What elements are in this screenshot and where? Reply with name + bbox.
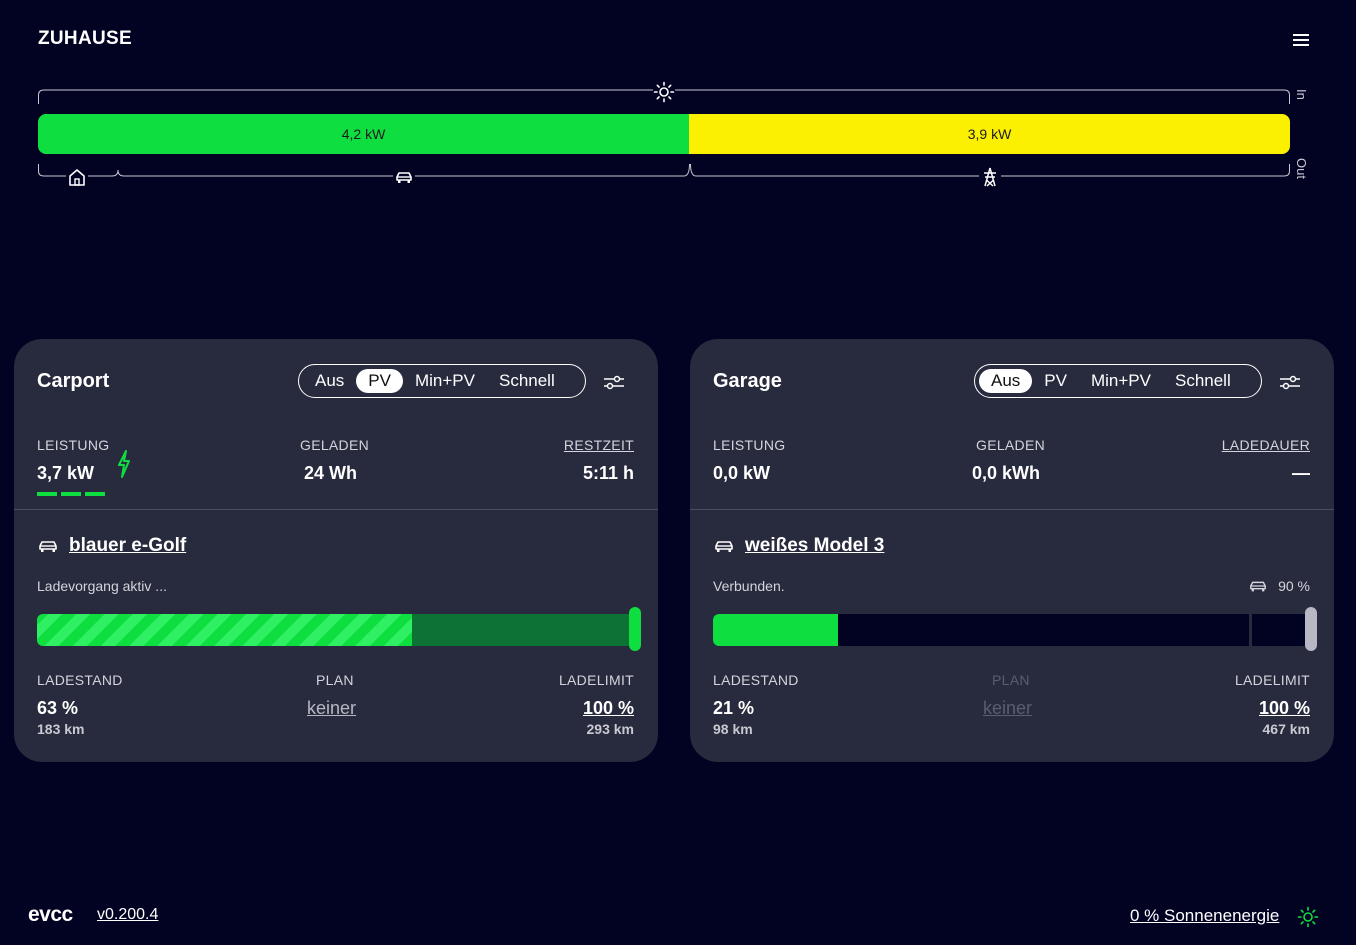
limit-label: LADELIMIT	[558, 672, 634, 688]
mode-aus-button[interactable]: Aus	[979, 369, 1033, 393]
plan-link: keiner	[983, 698, 1033, 718]
sun-icon	[653, 81, 675, 103]
in-label: In	[1294, 89, 1309, 100]
limit-range: 467 km	[1262, 721, 1310, 737]
mode-minpv-button[interactable]: Min+PV	[1090, 371, 1151, 390]
version-link[interactable]: v0.200.4	[97, 906, 159, 923]
pv-segment: 4,2 kW	[38, 114, 690, 154]
mode-minpv-button[interactable]: Min+PV	[414, 371, 475, 390]
car-icon	[1250, 581, 1266, 592]
soc-label: LADESTAND	[713, 672, 799, 688]
soc-value: 21 %	[713, 698, 755, 718]
out-label: Out	[1294, 158, 1309, 179]
limit-value[interactable]: 100 %	[1258, 698, 1310, 718]
charged-label: GELADEN	[300, 437, 370, 453]
charge-limit-handle[interactable]	[629, 607, 641, 651]
hamburger-icon	[1293, 34, 1309, 46]
charge-duration-value: —	[1292, 463, 1310, 483]
sun-icon	[1297, 906, 1319, 928]
vehicle-title: blauer e-Golf	[37, 535, 186, 557]
soc-value: 63 %	[37, 698, 79, 718]
power-pylon-icon	[979, 166, 1001, 188]
hamburger-menu-button[interactable]	[1290, 31, 1312, 49]
plan-link[interactable]: keiner	[307, 698, 357, 718]
house-icon	[66, 166, 88, 188]
charging-status: Ladevorgang aktiv ...	[37, 578, 167, 594]
mode-schnell-button[interactable]: Schnell	[1174, 371, 1231, 390]
sliders-icon	[604, 375, 624, 390]
vehicle-title: weißes Model 3	[713, 535, 884, 557]
car-icon	[39, 541, 57, 552]
mode-pv-button[interactable]: PV	[356, 369, 403, 393]
charged-value: 0,0 kWh	[972, 463, 1041, 483]
pv-power-label: 4,2 kW	[341, 126, 386, 142]
vehicle-name-link[interactable]: weißes Model 3	[745, 535, 885, 556]
vehicle-limit-marker	[1249, 614, 1253, 646]
soc-bar[interactable]	[713, 614, 1309, 646]
limit-value[interactable]: 100 %	[582, 698, 634, 718]
limit-range: 293 km	[586, 721, 634, 737]
vehicle-limit-value: 90 %	[1278, 578, 1310, 594]
mode-selector: Aus PV Min+PV Schnell	[974, 364, 1262, 398]
evcc-logo: evcc	[28, 903, 73, 927]
soc-range: 183 km	[37, 721, 85, 737]
mode-schnell-button[interactable]: Schnell	[498, 371, 555, 390]
plan-label: PLAN	[992, 672, 1030, 688]
soc-label: LADESTAND	[37, 672, 123, 688]
power-value: 0,0 kW	[713, 463, 771, 483]
loadpoint-card-garage: Garage Aus PV Min+PV Schnell LEISTUNG 0,…	[690, 339, 1334, 762]
charge-limit-handle[interactable]	[1305, 607, 1317, 651]
charged-label: GELADEN	[976, 437, 1046, 453]
page-title: ZUHAUSE	[38, 28, 132, 49]
soc-fill	[37, 614, 413, 646]
soc-fill	[713, 614, 839, 646]
power-value: 3,7 kW	[37, 463, 95, 483]
car-icon	[393, 166, 415, 188]
loadpoint-title: Garage	[713, 370, 782, 392]
limit-label: LADELIMIT	[1234, 672, 1310, 688]
power-label: LEISTUNG	[37, 437, 110, 453]
mode-pv-button[interactable]: PV	[1044, 371, 1067, 390]
lightning-icon	[118, 450, 130, 478]
logo-text: evcc	[28, 903, 73, 926]
energy-bar: 4,2 kW 3,9 kW	[38, 114, 1290, 154]
vehicle-limit: 90 %	[1248, 577, 1310, 595]
soc-range: 98 km	[713, 721, 753, 737]
charged-value: 24 Wh	[304, 463, 358, 483]
remaining-time-label[interactable]: RESTZEIT	[563, 437, 634, 453]
soc-bar[interactable]	[37, 614, 633, 646]
energy-flow: 4,2 kW 3,9 kW In Out	[38, 80, 1309, 190]
power-label: LEISTUNG	[713, 437, 786, 453]
charge-duration-label[interactable]: LADEDAUER	[1221, 437, 1310, 453]
vehicle-name-link[interactable]: blauer e-Golf	[69, 535, 187, 556]
loadpoint-settings-button[interactable]	[602, 372, 626, 392]
card-divider	[690, 509, 1334, 510]
card-divider	[14, 509, 658, 510]
grid-power-label: 3,9 kW	[967, 126, 1012, 142]
plan-label: PLAN	[316, 672, 354, 688]
grid-segment: 3,9 kW	[689, 114, 1290, 154]
loadpoint-settings-button[interactable]	[1278, 372, 1302, 392]
car-icon	[715, 541, 733, 552]
solar-share-link[interactable]: 0 % Sonnenenergie	[1130, 906, 1280, 925]
mode-selector: Aus PV Min+PV Schnell	[298, 364, 586, 398]
remaining-time-value: 5:11 h	[582, 463, 634, 483]
sliders-icon	[1280, 375, 1300, 390]
charging-indicator	[37, 492, 105, 496]
loadpoint-title: Carport	[37, 370, 110, 392]
mode-aus-button[interactable]: Aus	[315, 371, 345, 390]
loadpoint-card-carport: Carport Aus PV Min+PV Schnell LEISTUNG 3…	[14, 339, 658, 762]
charging-status: Verbunden.	[713, 578, 785, 594]
